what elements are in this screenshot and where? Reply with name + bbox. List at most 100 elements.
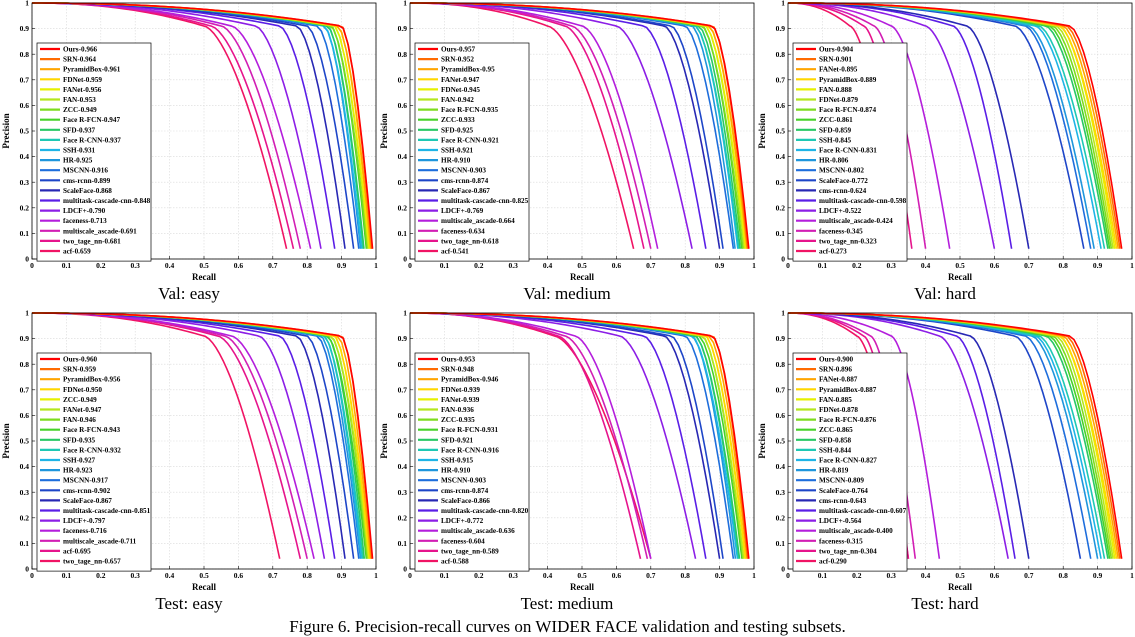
legend-label: HR-0.806	[819, 157, 849, 165]
x-axis-label: Recall	[948, 272, 972, 282]
y-axis-label: Precision	[757, 423, 767, 458]
legend-label: LDCF+-0.790	[63, 207, 106, 215]
legend-label: LDCF+-0.522	[819, 207, 862, 215]
legend-label: faceness-0.604	[441, 537, 485, 545]
legend-label: SRN-0.896	[819, 366, 852, 374]
legend-label: Ours-0.960	[63, 356, 98, 364]
legend-label: MSCNN-0.903	[441, 167, 486, 175]
y-axis-label: Precision	[1, 423, 11, 458]
legend-label: FANet-0.895	[819, 66, 858, 74]
legend-label: cms-rcnn-0.902	[63, 487, 111, 495]
legend-label: Ours-0.953	[441, 356, 476, 364]
legend-label: HR-0.910	[441, 157, 471, 165]
panel-caption: Val: medium	[523, 284, 611, 303]
legend-label: Face R-CNN-0.916	[441, 446, 499, 454]
legend-label: Face R-CNN-0.921	[441, 136, 499, 144]
legend-label: multitask-cascade-cnn-0.848	[63, 197, 151, 205]
pr-chart-test-medium: 0 0.1 0.2 0.3 0.4 0.5 0.6 0.7 0.8 0.9 1 0 0.1 0.2 0.3 0…	[379, 309, 756, 592]
y-tick-label: 0.1	[398, 229, 408, 238]
y-tick-label: 0.6	[776, 411, 786, 420]
legend-label: MSCNN-0.916	[63, 167, 108, 175]
pr-curve	[32, 312, 374, 559]
legend-label: ZCC-0.861	[819, 116, 853, 124]
y-tick-label: 0	[781, 565, 785, 574]
x-axis-label: Recall	[570, 582, 594, 592]
legend-label: FAN-0.936	[441, 406, 474, 414]
pr-chart-test-easy: 0 0.1 0.2 0.3 0.4 0.5 0.6 0.7 0.8 0.9 1 0 0.1 0.2 0.3 0…	[1, 309, 378, 592]
legend-label: faceness-0.315	[819, 537, 863, 545]
panel-caption: Val: hard	[914, 284, 976, 303]
y-tick-label: 0.4	[776, 462, 786, 471]
x-tick-label: 0	[408, 571, 412, 580]
y-tick-label: 1	[25, 0, 29, 8]
legend-label: HR-0.925	[63, 157, 93, 165]
x-tick-label: 0.7	[1024, 571, 1034, 580]
y-tick-label: 0.3	[20, 488, 30, 497]
y-tick-label: 0.8	[776, 50, 786, 59]
x-tick-label: 1	[752, 261, 756, 270]
x-tick-label: 0.8	[303, 261, 313, 270]
y-tick-label: 0.4	[20, 462, 30, 471]
legend-label: multitask-cascade-cnn-0.825	[441, 197, 529, 205]
legend-label: FANet-0.887	[819, 376, 858, 384]
y-tick-label: 0.9	[20, 24, 30, 33]
x-tick-label: 1	[374, 571, 378, 580]
pr-chart-val-easy: 0 0.1 0.2 0.3 0.4 0.5 0.6 0.7 0.8 0.9 1 0 0.1 0.2 0.3 0…	[1, 0, 378, 282]
legend-label: ZCC-0.933	[441, 116, 475, 124]
y-tick-label: 0.5	[20, 127, 30, 136]
y-tick-label: 0.8	[776, 360, 786, 369]
panel-caption: Test: medium	[520, 594, 614, 613]
x-tick-label: 1	[1130, 261, 1134, 270]
y-tick-label: 0	[403, 255, 407, 264]
pr-curve	[788, 2, 1123, 249]
y-tick-label: 0	[781, 255, 785, 264]
legend-label: faceness-0.716	[63, 527, 107, 535]
legend-label: acf-0.290	[819, 558, 847, 566]
x-tick-label: 0.6	[612, 261, 622, 270]
y-tick-label: 0.6	[20, 101, 30, 110]
legend-label: Face R-CNN-0.932	[63, 446, 121, 454]
x-tick-label: 0.4	[543, 571, 553, 580]
legend-label: multitask-cascade-cnn-0.820	[441, 507, 529, 515]
legend-label: FAN-0.942	[441, 96, 474, 104]
x-tick-label: 0.5	[577, 571, 587, 580]
x-tick-label: 1	[1130, 571, 1134, 580]
y-axis-label: Precision	[379, 113, 389, 148]
panel-test-medium: 0 0.1 0.2 0.3 0.4 0.5 0.6 0.7 0.8 0.9 1 0 0.1 0.2 0.3 0…	[378, 309, 756, 627]
y-tick-label: 0.4	[398, 462, 408, 471]
panel-val-easy: 0 0.1 0.2 0.3 0.4 0.5 0.6 0.7 0.8 0.9 1 0 0.1 0.2 0.3 0…	[0, 0, 378, 317]
x-tick-label: 0.8	[303, 571, 313, 580]
y-tick-label: 0.9	[776, 334, 786, 343]
legend-label: Face R-FCN-0.943	[63, 426, 120, 434]
x-tick-label: 0.8	[681, 571, 691, 580]
x-axis-label: Recall	[192, 272, 216, 282]
x-tick-label: 0.6	[990, 261, 1000, 270]
legend-label: FAN-0.885	[819, 396, 852, 404]
legend-label: Ours-0.957	[441, 46, 476, 54]
y-tick-label: 0.3	[776, 488, 786, 497]
x-tick-label: 0.1	[818, 261, 828, 270]
legend-label: cms-rcnn-0.624	[819, 187, 867, 195]
legend-label: multitask-cascade-cnn-0.607	[819, 507, 907, 515]
legend-label: SFD-0.925	[441, 126, 474, 134]
y-tick-label: 0.8	[398, 360, 408, 369]
legend-label: PyramidBox-0.946	[441, 376, 499, 384]
x-axis-label: Recall	[192, 582, 216, 592]
legend: Ours-0.966 SRN-0.964 PyramidBox-0.961 FDNet…	[36, 42, 152, 262]
legend-label: MSCNN-0.802	[819, 167, 864, 175]
pr-curve	[788, 312, 1123, 559]
pr-curve	[32, 2, 374, 249]
x-tick-label: 1	[374, 261, 378, 270]
legend-label: acf-0.659	[63, 248, 91, 256]
x-tick-label: 0.2	[852, 571, 862, 580]
x-tick-label: 0.3	[887, 261, 897, 270]
legend-label: FANet-0.956	[63, 86, 102, 94]
x-tick-label: 0.9	[337, 571, 347, 580]
x-tick-label: 0.3	[509, 571, 519, 580]
x-tick-label: 0	[30, 261, 34, 270]
x-tick-label: 0.7	[646, 571, 656, 580]
legend-label: Face R-FCN-0.876	[819, 416, 876, 424]
x-tick-label: 0.9	[715, 571, 725, 580]
panel-caption: Test: easy	[155, 594, 223, 613]
legend-label: FAN-0.953	[63, 96, 96, 104]
